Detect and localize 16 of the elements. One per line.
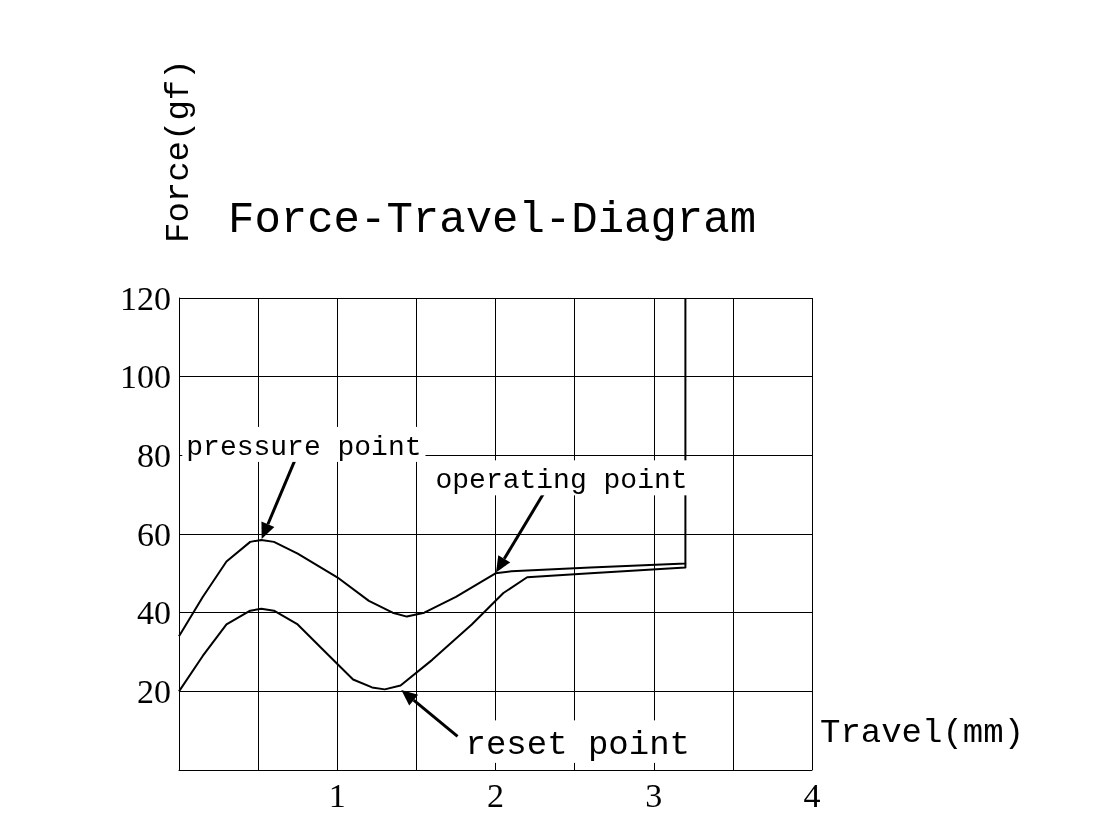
- x-axis-title: Travel(mm): [820, 714, 1025, 752]
- x-tick-label: 1: [328, 776, 346, 814]
- y-tick-label: 80: [137, 436, 171, 474]
- chart-title: Force-Travel-Diagram: [228, 195, 757, 245]
- y-tick-label: 60: [137, 515, 171, 553]
- annotation: reset point: [465, 726, 690, 765]
- x-tick-label: 3: [645, 776, 663, 814]
- annotation: operating point: [435, 465, 688, 497]
- y-tick-label: 40: [137, 594, 171, 632]
- y-tick-label: 120: [120, 279, 171, 317]
- y-tick-label: 100: [120, 358, 171, 396]
- y-tick-label: 20: [137, 672, 171, 710]
- x-tick-label: 2: [487, 776, 504, 814]
- x-tick-label: 4: [803, 776, 821, 814]
- annotation: pressure point: [186, 431, 422, 463]
- y-axis-title: Force(gf): [160, 59, 198, 243]
